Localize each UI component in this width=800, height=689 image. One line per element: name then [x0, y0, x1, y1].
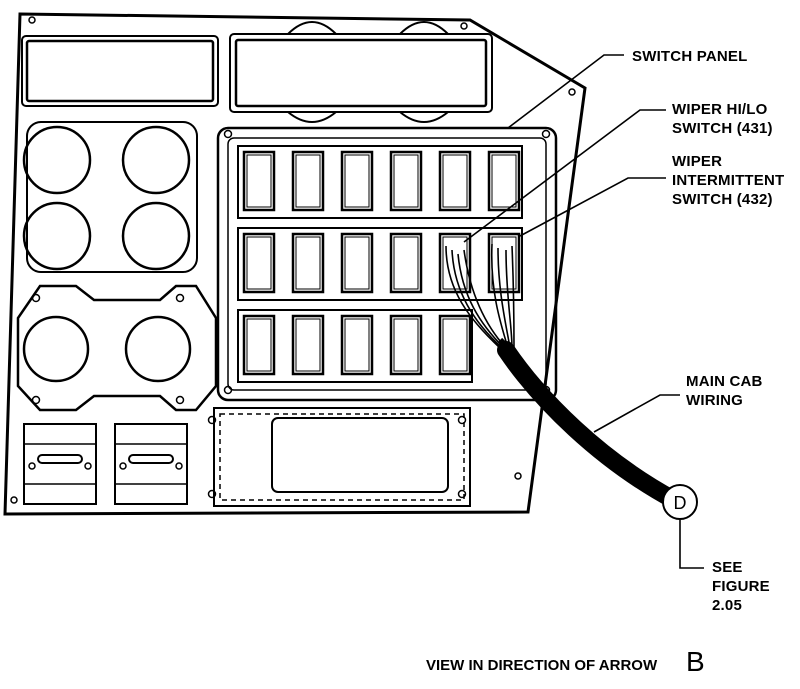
rocker-switch-face	[393, 154, 419, 208]
rocker-switch	[340, 150, 374, 212]
rocker-switch-face	[344, 236, 370, 290]
top-left-display	[21, 35, 219, 107]
rocker-switch-face	[246, 318, 272, 372]
label-wiper-int-1: WIPER	[672, 153, 722, 170]
rocker-switch-face	[344, 154, 370, 208]
rocker-switch	[389, 150, 423, 212]
rocker-switch	[242, 232, 276, 294]
gauge-cluster	[22, 121, 198, 273]
rocker-switch	[389, 314, 423, 376]
rocker-switch-face	[393, 318, 419, 372]
main-cab-harness	[497, 341, 683, 509]
bottom-left-module-2	[114, 423, 188, 505]
rocker-switch-face	[295, 236, 321, 290]
rocker-switch	[389, 232, 423, 294]
rocker-switch-face	[295, 318, 321, 372]
label-main-cab-2: WIRING	[686, 392, 743, 409]
rocker-switch	[487, 232, 521, 294]
label-figure-number: 2.05	[712, 597, 742, 614]
mounting-holes	[10, 16, 576, 504]
label-wiper-hilo-2: SWITCH (431)	[672, 120, 773, 137]
lower-gauge-bracket	[16, 284, 218, 412]
label-wiper-int-2: INTERMITTENT	[672, 172, 784, 189]
bottom-left-module-1	[23, 423, 97, 505]
rocker-switch-face	[393, 236, 419, 290]
rocker-switch-face	[442, 318, 468, 372]
switch-wires	[445, 243, 515, 349]
rocker-switch	[340, 314, 374, 376]
label-switch-panel: SWITCH PANEL	[632, 48, 747, 65]
rocker-switch-face	[442, 154, 468, 208]
label-figure: FIGURE	[712, 578, 770, 595]
rocker-switch	[291, 232, 325, 294]
detail-circle	[662, 484, 698, 520]
rocker-switch	[242, 314, 276, 376]
rocker-switch	[438, 232, 472, 294]
label-main-cab-1: MAIN CAB	[686, 373, 763, 390]
rocker-switch	[438, 150, 472, 212]
rocker-switch-face	[246, 154, 272, 208]
rocker-switch	[291, 314, 325, 376]
view-arrow-letter: B	[686, 646, 705, 677]
leader-lines	[463, 54, 704, 569]
switch-panel	[216, 126, 558, 402]
view-caption: VIEW IN DIRECTION OF ARROW	[426, 657, 658, 674]
rocker-switch-face	[344, 318, 370, 372]
callout-labels: SWITCH PANEL WIPER HI/LO SWITCH (431) WI…	[426, 48, 784, 677]
label-wiper-int-3: SWITCH (432)	[672, 191, 773, 208]
rocker-switch	[487, 150, 521, 212]
rocker-switch	[340, 232, 374, 294]
rocker-switch	[438, 314, 472, 376]
detail-letter: D	[674, 493, 687, 513]
rocker-switch	[242, 150, 276, 212]
rocker-switch-face	[491, 154, 517, 208]
label-wiper-hilo-1: WIPER HI/LO	[672, 101, 768, 118]
lower-center-plate	[207, 407, 471, 507]
top-right-display	[229, 21, 493, 123]
rocker-switch-face	[246, 236, 272, 290]
label-see: SEE	[712, 559, 743, 576]
harness-tip	[497, 337, 521, 361]
rocker-switch	[291, 150, 325, 212]
rocker-switch-face	[295, 154, 321, 208]
switch-grid	[242, 150, 521, 376]
